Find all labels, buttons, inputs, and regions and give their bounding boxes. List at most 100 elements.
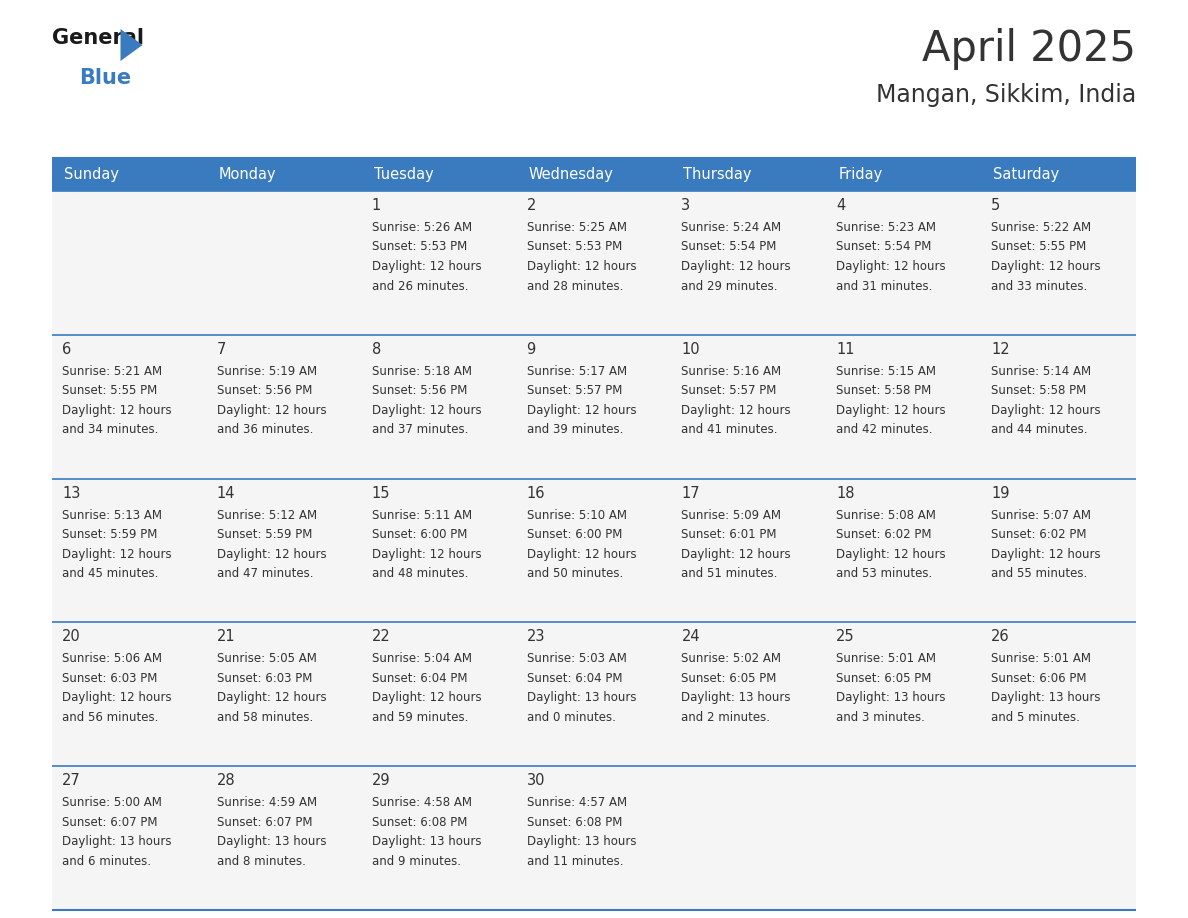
Text: and 37 minutes.: and 37 minutes. [372,423,468,436]
Text: 2: 2 [526,198,536,213]
Text: and 41 minutes.: and 41 minutes. [682,423,778,436]
Text: Sunset: 5:55 PM: Sunset: 5:55 PM [62,385,157,397]
Text: Daylight: 13 hours: Daylight: 13 hours [217,835,327,848]
Text: Sunset: 5:55 PM: Sunset: 5:55 PM [991,241,1086,253]
Bar [671,478,827,622]
Text: and 53 minutes.: and 53 minutes. [836,567,933,580]
Text: Daylight: 12 hours: Daylight: 12 hours [682,548,791,561]
Text: Daylight: 12 hours: Daylight: 12 hours [682,260,791,273]
Bar [827,158,981,191]
Bar [52,191,207,335]
Text: and 48 minutes.: and 48 minutes. [372,567,468,580]
Bar [517,158,671,191]
Text: and 6 minutes.: and 6 minutes. [62,855,151,868]
Text: Sunset: 5:56 PM: Sunset: 5:56 PM [372,385,467,397]
Text: and 55 minutes.: and 55 minutes. [991,567,1087,580]
Text: 24: 24 [682,630,700,644]
Bar [517,767,671,910]
Polygon shape [120,29,143,61]
Text: Sunset: 5:53 PM: Sunset: 5:53 PM [372,241,467,253]
Text: Sunset: 5:56 PM: Sunset: 5:56 PM [217,385,312,397]
Text: Daylight: 12 hours: Daylight: 12 hours [991,260,1101,273]
Text: 28: 28 [217,773,235,789]
Text: Sunrise: 5:24 AM: Sunrise: 5:24 AM [682,221,782,234]
Text: 22: 22 [372,630,391,644]
Text: Sunrise: 5:08 AM: Sunrise: 5:08 AM [836,509,936,521]
Text: 7: 7 [217,341,226,357]
Bar [517,478,671,622]
Text: Daylight: 12 hours: Daylight: 12 hours [372,260,481,273]
Text: Daylight: 12 hours: Daylight: 12 hours [217,691,327,704]
Text: Sunset: 6:08 PM: Sunset: 6:08 PM [526,816,623,829]
Text: Daylight: 12 hours: Daylight: 12 hours [372,691,481,704]
Text: and 44 minutes.: and 44 minutes. [991,423,1088,436]
Text: Sunset: 5:54 PM: Sunset: 5:54 PM [836,241,931,253]
Bar [361,767,517,910]
Bar [827,478,981,622]
Text: Sunset: 6:07 PM: Sunset: 6:07 PM [62,816,158,829]
Text: Sunset: 5:54 PM: Sunset: 5:54 PM [682,241,777,253]
Text: Sunset: 6:02 PM: Sunset: 6:02 PM [991,528,1087,541]
Text: Sunrise: 5:21 AM: Sunrise: 5:21 AM [62,364,162,378]
Text: 15: 15 [372,486,390,500]
Text: Daylight: 12 hours: Daylight: 12 hours [217,404,327,417]
Text: Sunset: 6:04 PM: Sunset: 6:04 PM [526,672,623,685]
Text: 13: 13 [62,486,81,500]
Text: 12: 12 [991,341,1010,357]
Text: Sunrise: 5:07 AM: Sunrise: 5:07 AM [991,509,1091,521]
Text: Tuesday: Tuesday [374,167,434,182]
Text: Sunrise: 5:19 AM: Sunrise: 5:19 AM [217,364,317,378]
Text: Sunrise: 5:22 AM: Sunrise: 5:22 AM [991,221,1092,234]
Bar [981,335,1136,478]
Text: Sunrise: 5:18 AM: Sunrise: 5:18 AM [372,364,472,378]
Bar [361,191,517,335]
Text: 8: 8 [372,341,381,357]
Bar [517,335,671,478]
Text: Sunrise: 5:16 AM: Sunrise: 5:16 AM [682,364,782,378]
Text: and 39 minutes.: and 39 minutes. [526,423,623,436]
Text: and 58 minutes.: and 58 minutes. [217,711,314,724]
Text: Saturday: Saturday [993,167,1060,182]
Text: Sunset: 6:08 PM: Sunset: 6:08 PM [372,816,467,829]
Bar [361,622,517,767]
Text: Sunset: 6:00 PM: Sunset: 6:00 PM [526,528,623,541]
Text: Daylight: 12 hours: Daylight: 12 hours [836,404,946,417]
Text: 19: 19 [991,486,1010,500]
Text: Sunset: 6:03 PM: Sunset: 6:03 PM [62,672,157,685]
Text: 1: 1 [372,198,381,213]
Text: Sunrise: 5:03 AM: Sunrise: 5:03 AM [526,653,626,666]
Text: and 29 minutes.: and 29 minutes. [682,279,778,293]
Text: Sunrise: 5:26 AM: Sunrise: 5:26 AM [372,221,472,234]
Text: Sunrise: 5:13 AM: Sunrise: 5:13 AM [62,509,162,521]
Bar [52,158,207,191]
Bar [981,622,1136,767]
Text: Sunset: 5:58 PM: Sunset: 5:58 PM [991,385,1086,397]
Text: General: General [52,28,144,48]
Text: Daylight: 13 hours: Daylight: 13 hours [836,691,946,704]
Text: Sunrise: 4:58 AM: Sunrise: 4:58 AM [372,796,472,809]
Bar [207,158,361,191]
Text: and 45 minutes.: and 45 minutes. [62,567,158,580]
Text: and 34 minutes.: and 34 minutes. [62,423,158,436]
Bar [981,767,1136,910]
Text: Sunset: 6:02 PM: Sunset: 6:02 PM [836,528,931,541]
Text: and 33 minutes.: and 33 minutes. [991,279,1087,293]
Bar [981,191,1136,335]
Text: Sunrise: 4:57 AM: Sunrise: 4:57 AM [526,796,627,809]
Text: Sunset: 6:05 PM: Sunset: 6:05 PM [682,672,777,685]
Text: 23: 23 [526,630,545,644]
Text: Sunset: 6:07 PM: Sunset: 6:07 PM [217,816,312,829]
Text: and 11 minutes.: and 11 minutes. [526,855,623,868]
Text: Daylight: 13 hours: Daylight: 13 hours [526,835,636,848]
Text: Sunset: 6:05 PM: Sunset: 6:05 PM [836,672,931,685]
Text: Sunset: 5:57 PM: Sunset: 5:57 PM [526,385,623,397]
Text: 11: 11 [836,341,855,357]
Text: Sunrise: 5:00 AM: Sunrise: 5:00 AM [62,796,162,809]
Bar [207,622,361,767]
Text: 9: 9 [526,341,536,357]
Text: Daylight: 12 hours: Daylight: 12 hours [372,404,481,417]
Text: 29: 29 [372,773,391,789]
Text: and 50 minutes.: and 50 minutes. [526,567,623,580]
Text: Daylight: 12 hours: Daylight: 12 hours [372,548,481,561]
Text: 27: 27 [62,773,81,789]
